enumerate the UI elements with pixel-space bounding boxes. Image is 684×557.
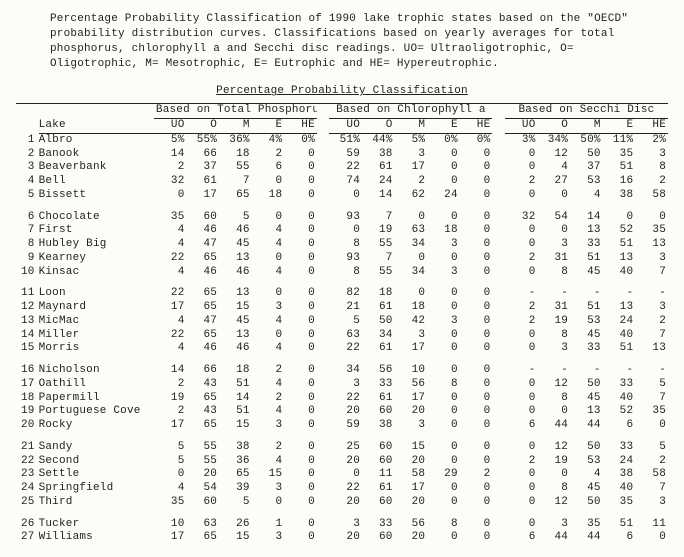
table-title: Percentage Probability Classification	[16, 85, 668, 97]
table-row: 25Third35605002060200001250353	[16, 496, 668, 510]
table-row: 9Kearney2265130093700023151133	[16, 252, 668, 266]
probability-table: Based on Total Phosphorus Based on Chlor…	[16, 103, 668, 545]
table-row: 3Beaverbank2375560226117000437518	[16, 161, 668, 175]
table-row: 5Bissett01765180014622400043858	[16, 189, 668, 203]
table-row: 11Loon226513008218000-----	[16, 287, 668, 301]
table-row: 6Chocolate356050093700032541400	[16, 211, 668, 225]
table-row: 23Settle02065150011582920043858	[16, 468, 668, 482]
table-row: 4Bell3261700742420022753162	[16, 175, 668, 189]
table-row: 16Nicholson1466182034561000-----	[16, 364, 668, 378]
table-row: 14Miller2265130063343000845407	[16, 329, 668, 343]
table-row: 8Hubley Big4474540855343003335113	[16, 238, 668, 252]
sub-header-row: Lake UO O M E HE UO O M E HE UO O M E HE	[16, 119, 668, 134]
table-row: 12Maynard176515302161180023151133	[16, 301, 668, 315]
group-header-phosphorus: Based on Total Phosphorus	[154, 104, 317, 118]
table-row: 19Portuguese Cove24351402060200000135235	[16, 405, 668, 419]
table-row: 7First44646400196318000135235	[16, 224, 668, 238]
table-caption: Percentage Probability Classification of…	[16, 12, 668, 71]
table-row: 27Williams17651530206020006444460	[16, 531, 668, 545]
table-row: 18Papermill19651420226117000845407	[16, 392, 668, 406]
table-row: 10Kinsac446464085534300845407	[16, 266, 668, 280]
table-row: 13MicMac4474540550423021953242	[16, 315, 668, 329]
table-row: 22Second55536402060200021953242	[16, 455, 668, 469]
group-header-chlorophyll: Based on Chlorophyll a	[329, 104, 492, 118]
group-header-row: Based on Total Phosphorus Based on Chlor…	[16, 104, 668, 118]
table-row: 15Morris44646402261170003335113	[16, 342, 668, 356]
table-row: 17Oathill2435140333568001250335	[16, 378, 668, 392]
table-row: 1Albro5%55%36%4%0%51%44%5%0%0%3%34%50%11…	[16, 134, 668, 148]
table-body: 1Albro5%55%36%4%0%51%44%5%0%0%3%34%50%11…	[16, 134, 668, 545]
table-row: 26Tucker10632610333568003355111	[16, 518, 668, 532]
table-row: 21Sandy55538202560150001250335	[16, 441, 668, 455]
table-row: 20Rocky1765153059383006444460	[16, 419, 668, 433]
table-row: 24Springfield4543930226117000845407	[16, 482, 668, 496]
lake-column-header: Lake	[39, 119, 154, 134]
group-header-secchi: Based on Secchi Disc	[505, 104, 668, 118]
table-row: 2Banook14661820593830001250353	[16, 148, 668, 162]
